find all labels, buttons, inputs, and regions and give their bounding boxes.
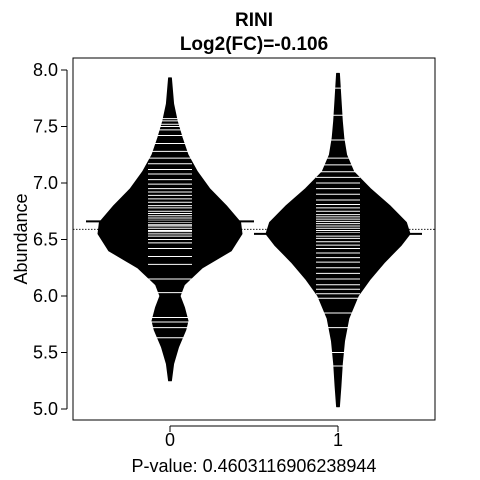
- x-tick-label: 0: [165, 430, 175, 450]
- y-axis: 5.0 5.5 6.0 6.5 7.0 7.5 8.0: [33, 60, 68, 419]
- y-tick-label: 7.0: [33, 173, 58, 193]
- bean-density-shape: [97, 77, 243, 382]
- y-tick-label: 6.5: [33, 230, 58, 250]
- bean-group-0: [86, 77, 254, 382]
- y-axis-label: Abundance: [11, 193, 31, 284]
- y-tick-label: 5.0: [33, 399, 58, 419]
- plot-frame: [72, 57, 436, 421]
- y-tick-label: 6.0: [33, 286, 58, 306]
- bean-group-1: [254, 72, 422, 408]
- y-tick-label: 8.0: [33, 60, 58, 80]
- chart-subtitle: Log2(FC)=-0.106: [180, 34, 328, 55]
- bean-density-shape: [265, 72, 411, 408]
- chart-title: RINI: [235, 10, 273, 31]
- y-tick-label: 7.5: [33, 117, 58, 137]
- x-axis-label: P-value: 0.4603116906238944: [132, 456, 377, 476]
- beans-layer: [86, 72, 422, 408]
- y-tick-label: 5.5: [33, 343, 58, 363]
- x-tick-label: 1: [333, 430, 343, 450]
